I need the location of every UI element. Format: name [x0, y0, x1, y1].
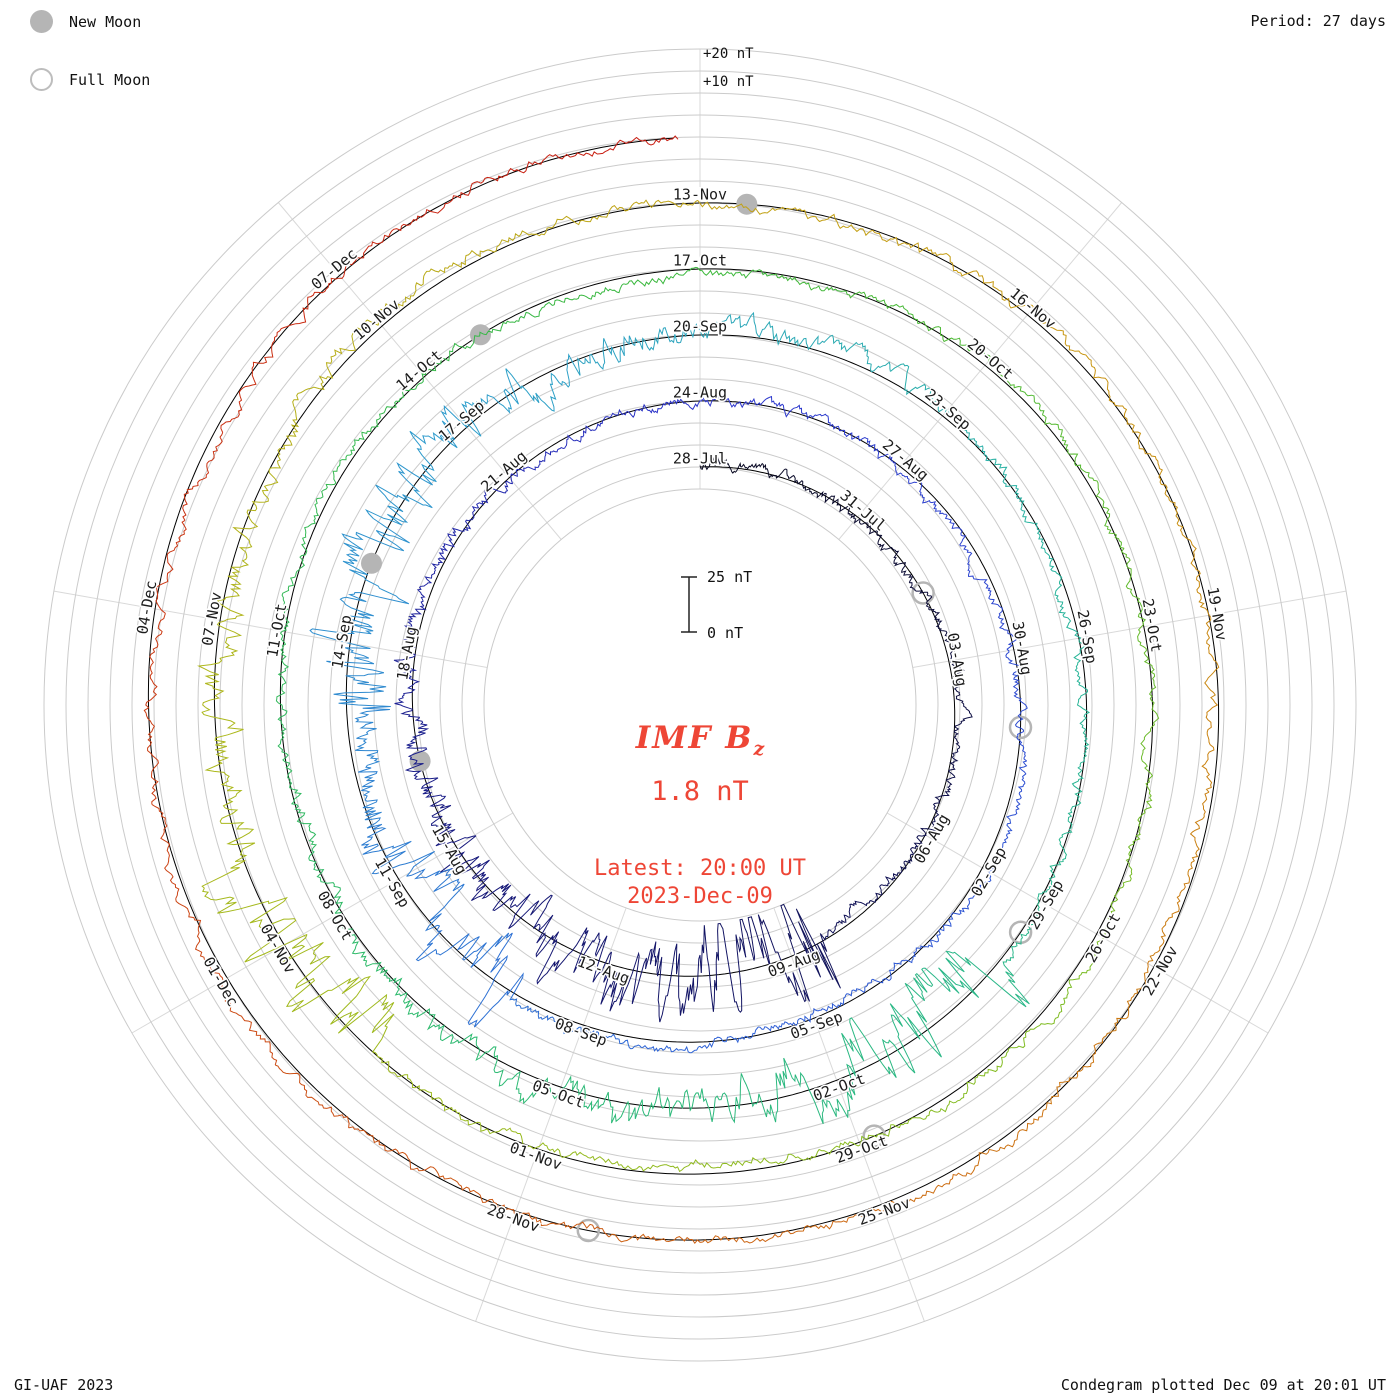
new-moon-label: New Moon — [69, 12, 142, 31]
date-label: 21-Aug — [477, 447, 530, 496]
chart-title: IMF Bz — [0, 720, 1400, 760]
date-label: 30-Aug — [1009, 620, 1036, 676]
new-moon-marker — [361, 552, 382, 574]
date-label: 20-Sep — [673, 318, 727, 336]
date-label: 07-Nov — [198, 591, 225, 647]
date-label: 31-Jul — [837, 486, 890, 535]
date-label: 01-Dec — [199, 954, 242, 1010]
moon-markers — [361, 193, 1033, 1243]
date-label: 22-Nov — [1139, 943, 1182, 999]
scale-bar — [681, 576, 697, 633]
full-moon-icon — [30, 68, 53, 91]
outer-scale-plus20: +20 nT — [703, 46, 754, 62]
date-label: 16-Nov — [1006, 284, 1059, 333]
full-moon-label: Full Moon — [69, 70, 151, 89]
date-label: 14-Sep — [328, 614, 355, 670]
new-moon-marker — [736, 193, 758, 215]
date-label: 25-Nov — [856, 1194, 913, 1229]
date-label: 12-Aug — [575, 952, 632, 987]
date-label: 20-Oct — [964, 335, 1017, 384]
legend-new-moon: New Moon — [30, 10, 141, 33]
new-moon-marker — [470, 324, 491, 346]
date-label: 05-Oct — [530, 1076, 587, 1111]
credit-gi-uaf: GI-UAF 2023 — [14, 1376, 114, 1394]
date-labels: 28-Jul31-Jul03-Aug06-Aug09-Aug12-Aug15-A… — [132, 184, 1232, 1237]
scalebar-bottom-label: 0 nT — [707, 624, 744, 642]
chart-title-main: IMF B — [635, 720, 754, 756]
date-label: 18-Aug — [393, 625, 420, 681]
date-label: 26-Oct — [1082, 910, 1125, 966]
date-label: 10-Nov — [350, 295, 403, 344]
date-label: 04-Dec — [133, 579, 160, 635]
latest-date: 2023-Dec-09 — [627, 884, 773, 909]
date-label: 23-Sep — [921, 385, 974, 434]
date-label: 14-Oct — [393, 346, 446, 395]
current-value: 1.8 nT — [651, 776, 749, 807]
date-label: 17-Oct — [673, 252, 727, 270]
date-label: 08-Sep — [552, 1014, 609, 1049]
legend-full-moon: Full Moon — [30, 68, 150, 91]
date-label: 07-Dec — [308, 245, 361, 294]
date-label: 28-Nov — [485, 1200, 542, 1235]
date-label: 02-Oct — [811, 1070, 868, 1105]
full-moon-marker — [1008, 715, 1033, 740]
period-label: Period: 27 days — [1250, 12, 1386, 30]
full-moon-marker — [576, 1218, 601, 1243]
date-label: 03-Aug — [944, 631, 971, 687]
full-moon-marker — [911, 581, 935, 605]
radial-gridlines — [53, 49, 1347, 1322]
date-label: 05-Sep — [788, 1008, 845, 1043]
credit-plotted: Condegram plotted Dec 09 at 20:01 UT — [1060, 1376, 1386, 1394]
date-label: 01-Nov — [507, 1138, 564, 1173]
full-moon-marker — [862, 1124, 886, 1148]
date-label: 28-Jul — [673, 450, 727, 468]
imf-bz-trace — [143, 135, 1220, 1245]
outer-scale-plus10: +10 nT — [703, 74, 754, 90]
date-label: 04-Nov — [256, 921, 299, 977]
scalebar-top-label: 25 nT — [707, 568, 753, 586]
date-label: 24-Aug — [673, 384, 727, 402]
date-label: 13-Nov — [673, 186, 727, 204]
latest-time: Latest: 20:00 UT — [594, 856, 806, 881]
chart-title-subscript: z — [753, 738, 765, 761]
new-moon-icon — [30, 10, 53, 33]
